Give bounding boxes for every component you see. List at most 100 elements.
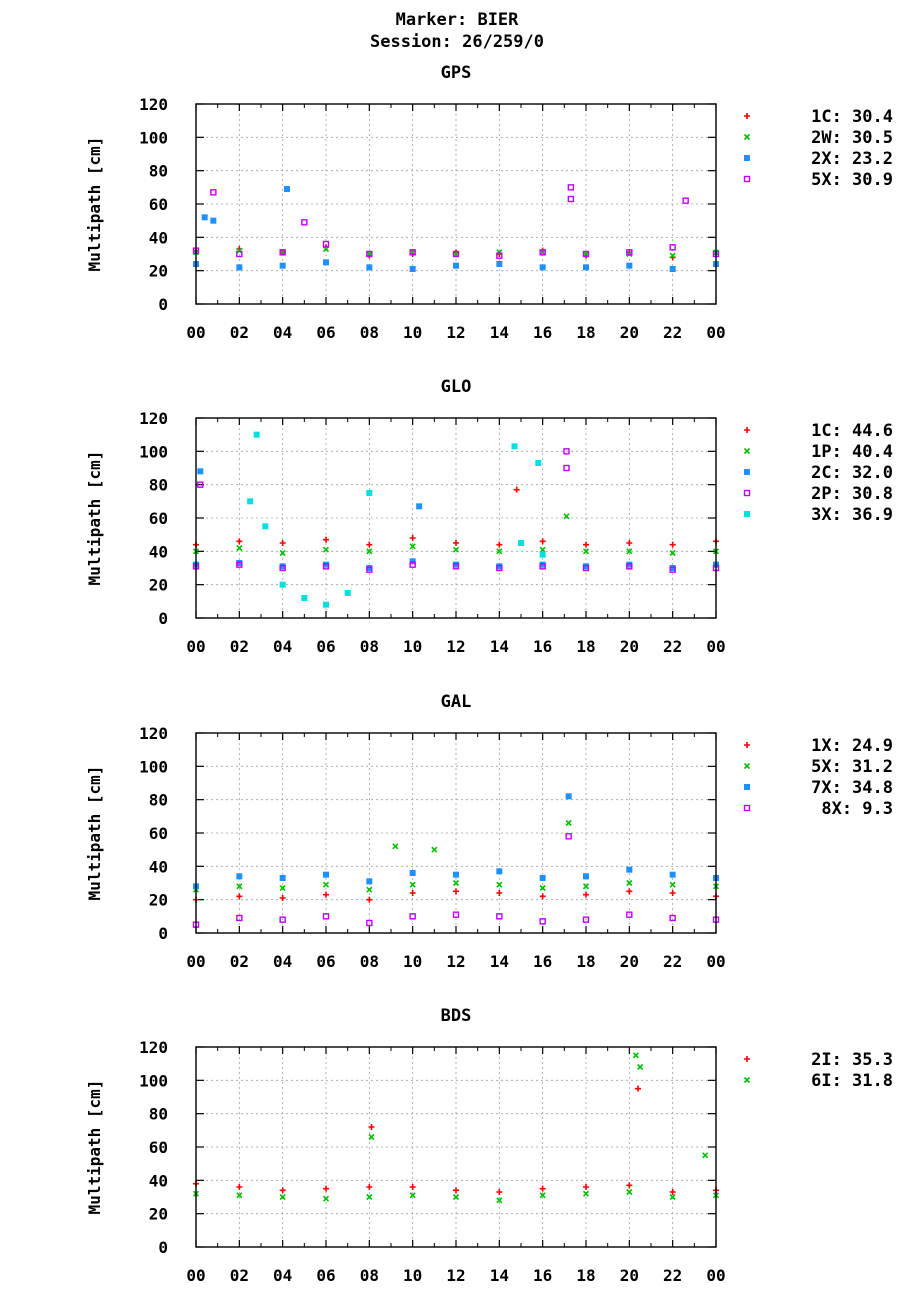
data-point <box>322 881 330 888</box>
series-gal-5x <box>192 819 720 893</box>
x-tick-label: 12 <box>446 1266 465 1285</box>
plot-frame-glo <box>195 417 717 619</box>
x-tick-label: 06 <box>316 952 335 971</box>
data-point <box>565 819 572 827</box>
y-tick-label: 120 <box>139 409 168 428</box>
y-tick-label: 120 <box>139 724 168 743</box>
x-tick-label: 20 <box>620 1266 639 1285</box>
data-point <box>262 523 269 530</box>
y-tick-label: 40 <box>149 857 168 876</box>
data-point <box>210 189 217 196</box>
data-point <box>453 1187 459 1194</box>
data-point <box>539 249 546 256</box>
data-point <box>453 540 459 546</box>
legend-entry-1p: 1P: 40.4 <box>811 442 893 462</box>
data-point <box>582 883 590 890</box>
legend-marker-5x <box>743 762 751 770</box>
data-point <box>279 875 286 881</box>
figure-title-marker: Marker: BIER <box>396 10 520 30</box>
data-point <box>563 464 570 472</box>
data-point <box>539 538 546 545</box>
y-tick-label: 80 <box>149 1105 168 1124</box>
y-tick-label: 60 <box>149 1138 168 1157</box>
legend-marker-7x <box>744 784 750 790</box>
panel-title-bds: BDS <box>441 1006 472 1026</box>
x-tick-label: 04 <box>273 952 292 971</box>
data-point <box>563 513 570 520</box>
data-point <box>366 896 373 903</box>
data-point <box>452 250 460 258</box>
x-tick-label: 14 <box>490 323 509 342</box>
data-point <box>201 214 208 221</box>
data-point <box>409 266 416 272</box>
data-point <box>669 549 676 557</box>
data-point <box>637 1063 644 1071</box>
data-point <box>583 541 589 548</box>
panel-title-gps: GPS <box>441 63 472 83</box>
legend-entry-8x: 8X: 9.3 <box>821 799 893 819</box>
y-tick-label: 0 <box>158 1238 168 1257</box>
figure-title-session: Session: 26/259/0 <box>370 32 544 52</box>
data-point <box>626 249 633 256</box>
data-point <box>567 195 575 203</box>
y-tick-label: 0 <box>158 295 168 314</box>
y-tick-label: 40 <box>149 228 168 247</box>
x-tick-label: 12 <box>446 637 465 656</box>
data-point <box>626 262 633 269</box>
data-point <box>322 240 330 248</box>
data-point <box>565 833 572 840</box>
data-point <box>452 879 460 887</box>
y-tick-label: 20 <box>149 576 168 595</box>
x-tick-label: 18 <box>576 323 595 342</box>
data-point <box>236 1184 243 1190</box>
data-point <box>366 878 373 885</box>
grid-bds <box>196 1047 716 1247</box>
data-point <box>236 250 243 258</box>
data-point <box>682 197 689 204</box>
x-tick-label: 16 <box>533 952 552 971</box>
y-tick-label: 80 <box>149 791 168 810</box>
data-point <box>323 259 329 266</box>
data-point <box>452 546 460 553</box>
data-point <box>279 1187 286 1194</box>
grid-gps <box>196 104 716 304</box>
y-tick-label: 80 <box>149 476 168 495</box>
x-tick-label: 12 <box>446 952 465 971</box>
data-point <box>236 1192 243 1199</box>
data-point <box>236 544 243 552</box>
x-tick-label: 16 <box>533 1266 552 1285</box>
data-point <box>452 1193 460 1201</box>
x-tick-label: 00 <box>186 952 205 971</box>
y-axis-label-bds: Multipath [cm] <box>85 1080 104 1215</box>
data-point <box>366 250 373 258</box>
data-point <box>669 890 676 896</box>
y-tick-label: 60 <box>149 824 168 843</box>
data-point <box>366 566 373 573</box>
data-point <box>366 565 373 571</box>
data-point <box>626 563 633 570</box>
data-point <box>416 503 423 510</box>
x-tick-label: 18 <box>576 1266 595 1285</box>
data-point <box>702 1152 709 1159</box>
data-point <box>409 881 416 888</box>
y-tick-label: 20 <box>149 891 168 910</box>
y-tick-label: 120 <box>139 1038 168 1057</box>
data-point <box>236 873 243 880</box>
data-point <box>496 548 503 555</box>
x-tick-label: 06 <box>316 637 335 656</box>
data-point <box>626 250 633 258</box>
data-point <box>323 871 329 878</box>
x-tick-label: 02 <box>230 1266 249 1285</box>
legend-marker-2w <box>743 133 751 141</box>
legend-marker-2x <box>744 155 750 161</box>
data-point <box>236 914 243 922</box>
series-gps-2w <box>192 245 720 259</box>
x-tick-label: 20 <box>620 323 639 342</box>
data-point <box>496 541 503 548</box>
data-point <box>583 563 589 570</box>
data-point <box>323 891 329 898</box>
